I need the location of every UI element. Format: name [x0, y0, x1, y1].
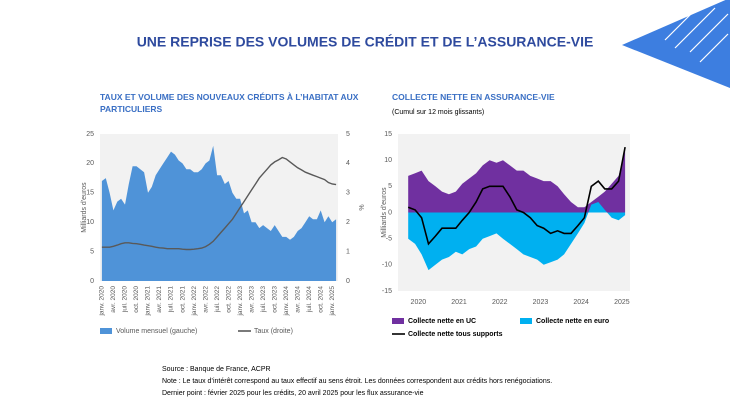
- y-tick-label: -10: [382, 262, 392, 269]
- x-tick-label: janv. 2024: [283, 286, 290, 317]
- x-tick-label: janv. 2023: [237, 286, 244, 317]
- x-tick-label: 2022: [492, 299, 508, 306]
- footer-last-point: Dernier point : février 2025 pour les cr…: [162, 390, 424, 397]
- x-tick-label: juil. 2024: [306, 286, 313, 313]
- x-tick-label: 2020: [411, 299, 427, 306]
- x-tick-label: 2023: [533, 299, 549, 306]
- x-tick-label: janv. 2020: [99, 286, 106, 317]
- chart-title: TAUX ET VOLUME DES NOUVEAUX CRÉDITS À L’…: [100, 92, 359, 114]
- x-tick-label: 2025: [614, 299, 630, 306]
- line: [101, 156, 337, 251]
- line: [407, 146, 626, 246]
- x-tick-label: juil. 2021: [168, 286, 175, 313]
- x-tick-label: avr. 2020: [110, 286, 117, 313]
- y-tick-label: -15: [382, 288, 392, 295]
- slide-title: UNE REPRISE DES VOLUMES DE CRÉDIT ET DE …: [137, 34, 594, 50]
- x-tick-label: juil. 2023: [260, 286, 267, 313]
- x-tick-label: janv. 2025: [329, 286, 336, 317]
- x-tick-label: avr. 2023: [248, 286, 255, 313]
- y2-axis-label: %: [359, 204, 366, 210]
- x-tick-label: avr. 2024: [294, 286, 301, 313]
- y-tick-label: 5: [90, 248, 94, 255]
- legend-label: Collecte nette en UC: [408, 318, 476, 325]
- chart-subtitle: (Cumul sur 12 mois glissants): [392, 109, 484, 116]
- y-tick-label: 10: [86, 219, 94, 226]
- x-tick-label: janv. 2021: [145, 286, 152, 317]
- legend-label: Collecte nette tous supports: [408, 331, 503, 338]
- y-tick-label: 10: [384, 157, 392, 164]
- y-tick-label: -5: [386, 236, 392, 243]
- x-tick-label: 2024: [573, 299, 589, 306]
- x-tick-label: janv. 2022: [191, 286, 198, 317]
- x-tick-label: juil. 2022: [214, 286, 221, 313]
- y2-tick-label: 2: [346, 219, 350, 226]
- legend-swatch: [392, 318, 404, 324]
- footer-note: Note : Le taux d’intérêt correspond au t…: [162, 378, 552, 385]
- x-tick-label: juil. 2020: [122, 286, 129, 313]
- legend-swatch: [100, 328, 112, 334]
- x-tick-label: avr. 2021: [156, 286, 163, 313]
- legend-swatch: [520, 318, 532, 324]
- x-tick-label: oct. 2020: [133, 286, 140, 313]
- footer-source: Source : Banque de France, ACPR: [162, 366, 271, 373]
- y-tick-label: 20: [86, 160, 94, 167]
- y2-tick-label: 5: [346, 131, 350, 138]
- y2-tick-label: 4: [346, 160, 350, 167]
- x-tick-label: oct. 2022: [225, 286, 232, 313]
- x-tick-label: oct. 2023: [271, 286, 278, 313]
- legend-label: Taux (droite): [254, 328, 293, 335]
- y-tick-label: 15: [384, 131, 392, 138]
- y-tick-label: 25: [86, 131, 94, 138]
- y-tick-label: 0: [388, 209, 392, 216]
- y-axis-label: Milliards d'euros: [81, 182, 88, 233]
- x-tick-label: oct. 2021: [179, 286, 186, 313]
- x-tick-label: avr. 2022: [202, 286, 209, 313]
- y2-tick-label: 0: [346, 278, 350, 285]
- y-axis-label: Milliards d'euros: [381, 187, 388, 238]
- area: [408, 149, 626, 213]
- y2-tick-label: 1: [346, 248, 350, 255]
- corner-stripes: [664, 4, 729, 63]
- legend-label: Collecte nette en euro: [536, 318, 609, 325]
- legend-label: Volume mensuel (gauche): [116, 328, 197, 335]
- x-tick-label: 2021: [451, 299, 467, 306]
- y-tick-label: 5: [388, 183, 392, 190]
- y2-tick-label: 3: [346, 190, 350, 197]
- x-tick-label: oct. 2024: [317, 286, 324, 313]
- y-tick-label: 0: [90, 278, 94, 285]
- y-tick-label: 15: [86, 190, 94, 197]
- chart-title: COLLECTE NETTE EN ASSURANCE-VIE: [392, 92, 555, 102]
- corner-decoration: [622, 0, 730, 88]
